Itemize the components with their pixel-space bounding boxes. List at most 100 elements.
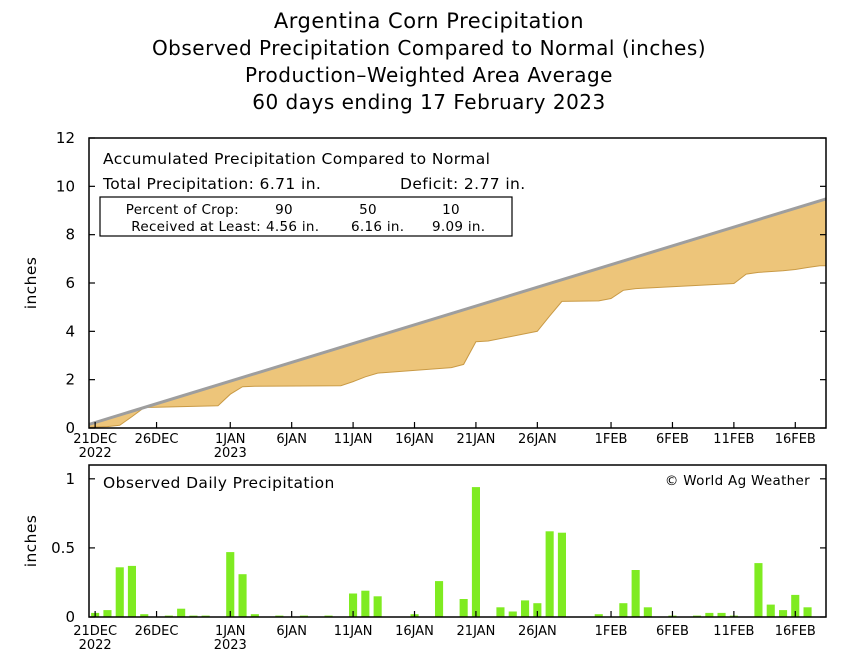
y-tick-label: 8 (65, 226, 75, 244)
y-tick-label: 0.5 (51, 539, 75, 557)
crop-row1-val3: 10 (442, 202, 460, 218)
crop-row1-val1: 90 (275, 202, 293, 218)
accumulated-panel: 0 2 4 6 8 10 12 inches Accumulated Precipitati… (22, 129, 827, 461)
crop-percent-box (99, 196, 513, 237)
observed-line (88, 265, 826, 428)
daily-plot-frame (88, 464, 827, 618)
crop-row2-val2: 6.16 in. (351, 219, 404, 235)
daily-bar (791, 594, 800, 617)
chart-subtitle-2: Production–Weighted Area Average (245, 63, 613, 87)
x-tick-label: 1FEB (595, 624, 628, 639)
y-tick-label: 0 (65, 419, 75, 437)
y-tick-label: 12 (56, 129, 75, 147)
credit-text: © World Ag Weather (665, 473, 810, 489)
daily-bar (766, 604, 775, 617)
daily-bar (619, 603, 628, 617)
x-tick-label: 1JAN (215, 624, 246, 639)
y-tick-label: 2 (65, 371, 75, 389)
x-tick-year: 2022 (79, 638, 112, 653)
daily-bar (373, 596, 382, 617)
daily-bar (435, 581, 444, 617)
x-tick-label: 21JAN (457, 624, 496, 639)
x-tick-label: 16JAN (395, 624, 434, 639)
x-tick-label: 6JAN (276, 624, 307, 639)
x-tick-label: 1JAN (215, 432, 246, 447)
x-tick-label: 1FEB (595, 432, 628, 447)
x-tick-label: 6FEB (656, 624, 689, 639)
deficit-text: Deficit: 2.77 in. (400, 175, 526, 193)
daily-bar (533, 603, 542, 617)
y-tick-label: 4 (65, 322, 75, 340)
daily-bar (508, 611, 517, 617)
x-tick-label: 6JAN (276, 432, 307, 447)
daily-panel: 0 0.5 1 inches Observed Daily Precipitatio… (22, 464, 827, 653)
x-tick-label: 21DEC (73, 432, 117, 447)
daily-bar (594, 614, 603, 617)
x-tick-label: 26JAN (518, 432, 557, 447)
x-tick-label: 11FEB (713, 624, 754, 639)
x-tick-label: 26JAN (518, 624, 557, 639)
daily-bar (127, 565, 136, 617)
daily-bar (361, 590, 370, 617)
daily-bar (250, 614, 259, 617)
y-tick-label: 10 (56, 177, 75, 195)
daily-bar (803, 607, 812, 617)
daily-bar (349, 593, 358, 617)
daily-bar (177, 608, 186, 617)
total-precip-text: Total Precipitation: 6.71 in. (102, 175, 321, 193)
crop-row2-val3: 9.09 in. (432, 219, 485, 235)
x-tick-label: 21JAN (457, 432, 496, 447)
daily-bar (754, 563, 763, 617)
daily-bar (705, 612, 714, 617)
daily-bar (140, 614, 149, 617)
accumulated-y-axis-label: inches (22, 257, 40, 310)
daily-bar (459, 599, 468, 617)
daily-bar (103, 610, 112, 617)
x-tick-year: 2022 (79, 446, 112, 461)
crop-row1-label: Percent of Crop: (126, 202, 239, 218)
daily-bar (496, 607, 505, 617)
chart-title: Argentina Corn Precipitation (273, 9, 585, 33)
accumulated-y-axis: 0 2 4 6 8 10 12 (56, 129, 826, 437)
daily-bar (115, 567, 124, 617)
daily-bars-layer (91, 487, 812, 617)
x-tick-label: 16JAN (395, 432, 434, 447)
chart-subtitle-3: 60 days ending 17 February 2023 (252, 90, 606, 114)
crop-row2-val1: 4.56 in. (266, 219, 319, 235)
x-tick-label: 16FEB (775, 624, 816, 639)
x-tick-label: 26DEC (135, 432, 179, 447)
chart-subtitle-1: Observed Precipitation Compared to Norma… (151, 36, 707, 60)
daily-bar (471, 487, 480, 617)
x-tick-label: 11FEB (713, 432, 754, 447)
series-lines-layer (88, 197, 827, 428)
daily-bar (557, 532, 566, 617)
daily-bar (521, 600, 530, 617)
daily-bar (226, 552, 235, 617)
x-tick-year: 2023 (214, 446, 247, 461)
x-tick-label: 26DEC (135, 624, 179, 639)
daily-bar (631, 570, 640, 617)
x-tick-label: 11JAN (334, 432, 373, 447)
daily-y-axis-label: inches (22, 515, 40, 568)
x-tick-label: 16FEB (775, 432, 816, 447)
daily-bar (779, 610, 788, 617)
daily-bar (545, 531, 554, 617)
normal-line (88, 197, 827, 426)
y-tick-label: 0 (65, 608, 75, 626)
y-tick-label: 1 (65, 470, 75, 488)
crop-row1-val2: 50 (359, 202, 377, 218)
daily-bar (643, 607, 652, 617)
crop-row2-label: Received at Least: (131, 219, 261, 235)
daily-heading: Observed Daily Precipitation (103, 474, 335, 492)
x-tick-label: 6FEB (656, 432, 689, 447)
x-tick-label: 21DEC (73, 624, 117, 639)
y-tick-label: 6 (65, 274, 75, 292)
accumulated-heading: Accumulated Precipitation Compared to No… (103, 150, 490, 168)
daily-bar (238, 574, 247, 617)
x-tick-label: 11JAN (334, 624, 373, 639)
x-tick-year: 2023 (214, 638, 247, 653)
chart-titles: Argentina Corn Precipitation Observed Pr… (0, 8, 858, 116)
